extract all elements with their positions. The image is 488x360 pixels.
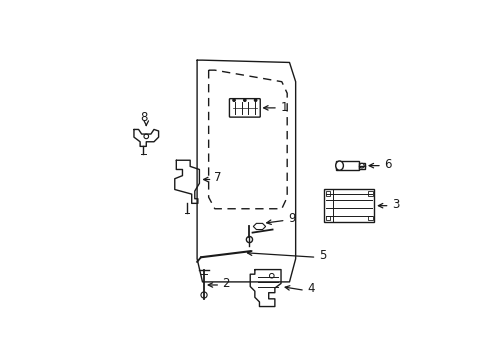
Circle shape <box>359 163 364 168</box>
Circle shape <box>143 134 148 139</box>
Text: 6: 6 <box>384 158 391 171</box>
Circle shape <box>269 274 274 278</box>
Bar <box>367 191 372 195</box>
Text: 9: 9 <box>287 212 295 225</box>
Bar <box>367 216 372 220</box>
Circle shape <box>246 237 252 243</box>
Ellipse shape <box>335 161 343 170</box>
Text: 2: 2 <box>222 277 229 290</box>
Bar <box>325 191 329 195</box>
Bar <box>325 216 329 220</box>
Text: 7: 7 <box>214 171 221 184</box>
Text: 4: 4 <box>306 282 314 295</box>
Text: 1: 1 <box>280 102 287 114</box>
Bar <box>358 163 364 169</box>
Circle shape <box>243 99 245 101</box>
Text: 5: 5 <box>318 249 325 262</box>
Bar <box>324 189 373 222</box>
Bar <box>335 161 358 170</box>
Text: 8: 8 <box>140 111 147 123</box>
Text: 3: 3 <box>391 198 399 211</box>
Circle shape <box>232 99 235 101</box>
FancyBboxPatch shape <box>229 99 260 117</box>
Circle shape <box>201 292 207 298</box>
Circle shape <box>254 99 256 101</box>
